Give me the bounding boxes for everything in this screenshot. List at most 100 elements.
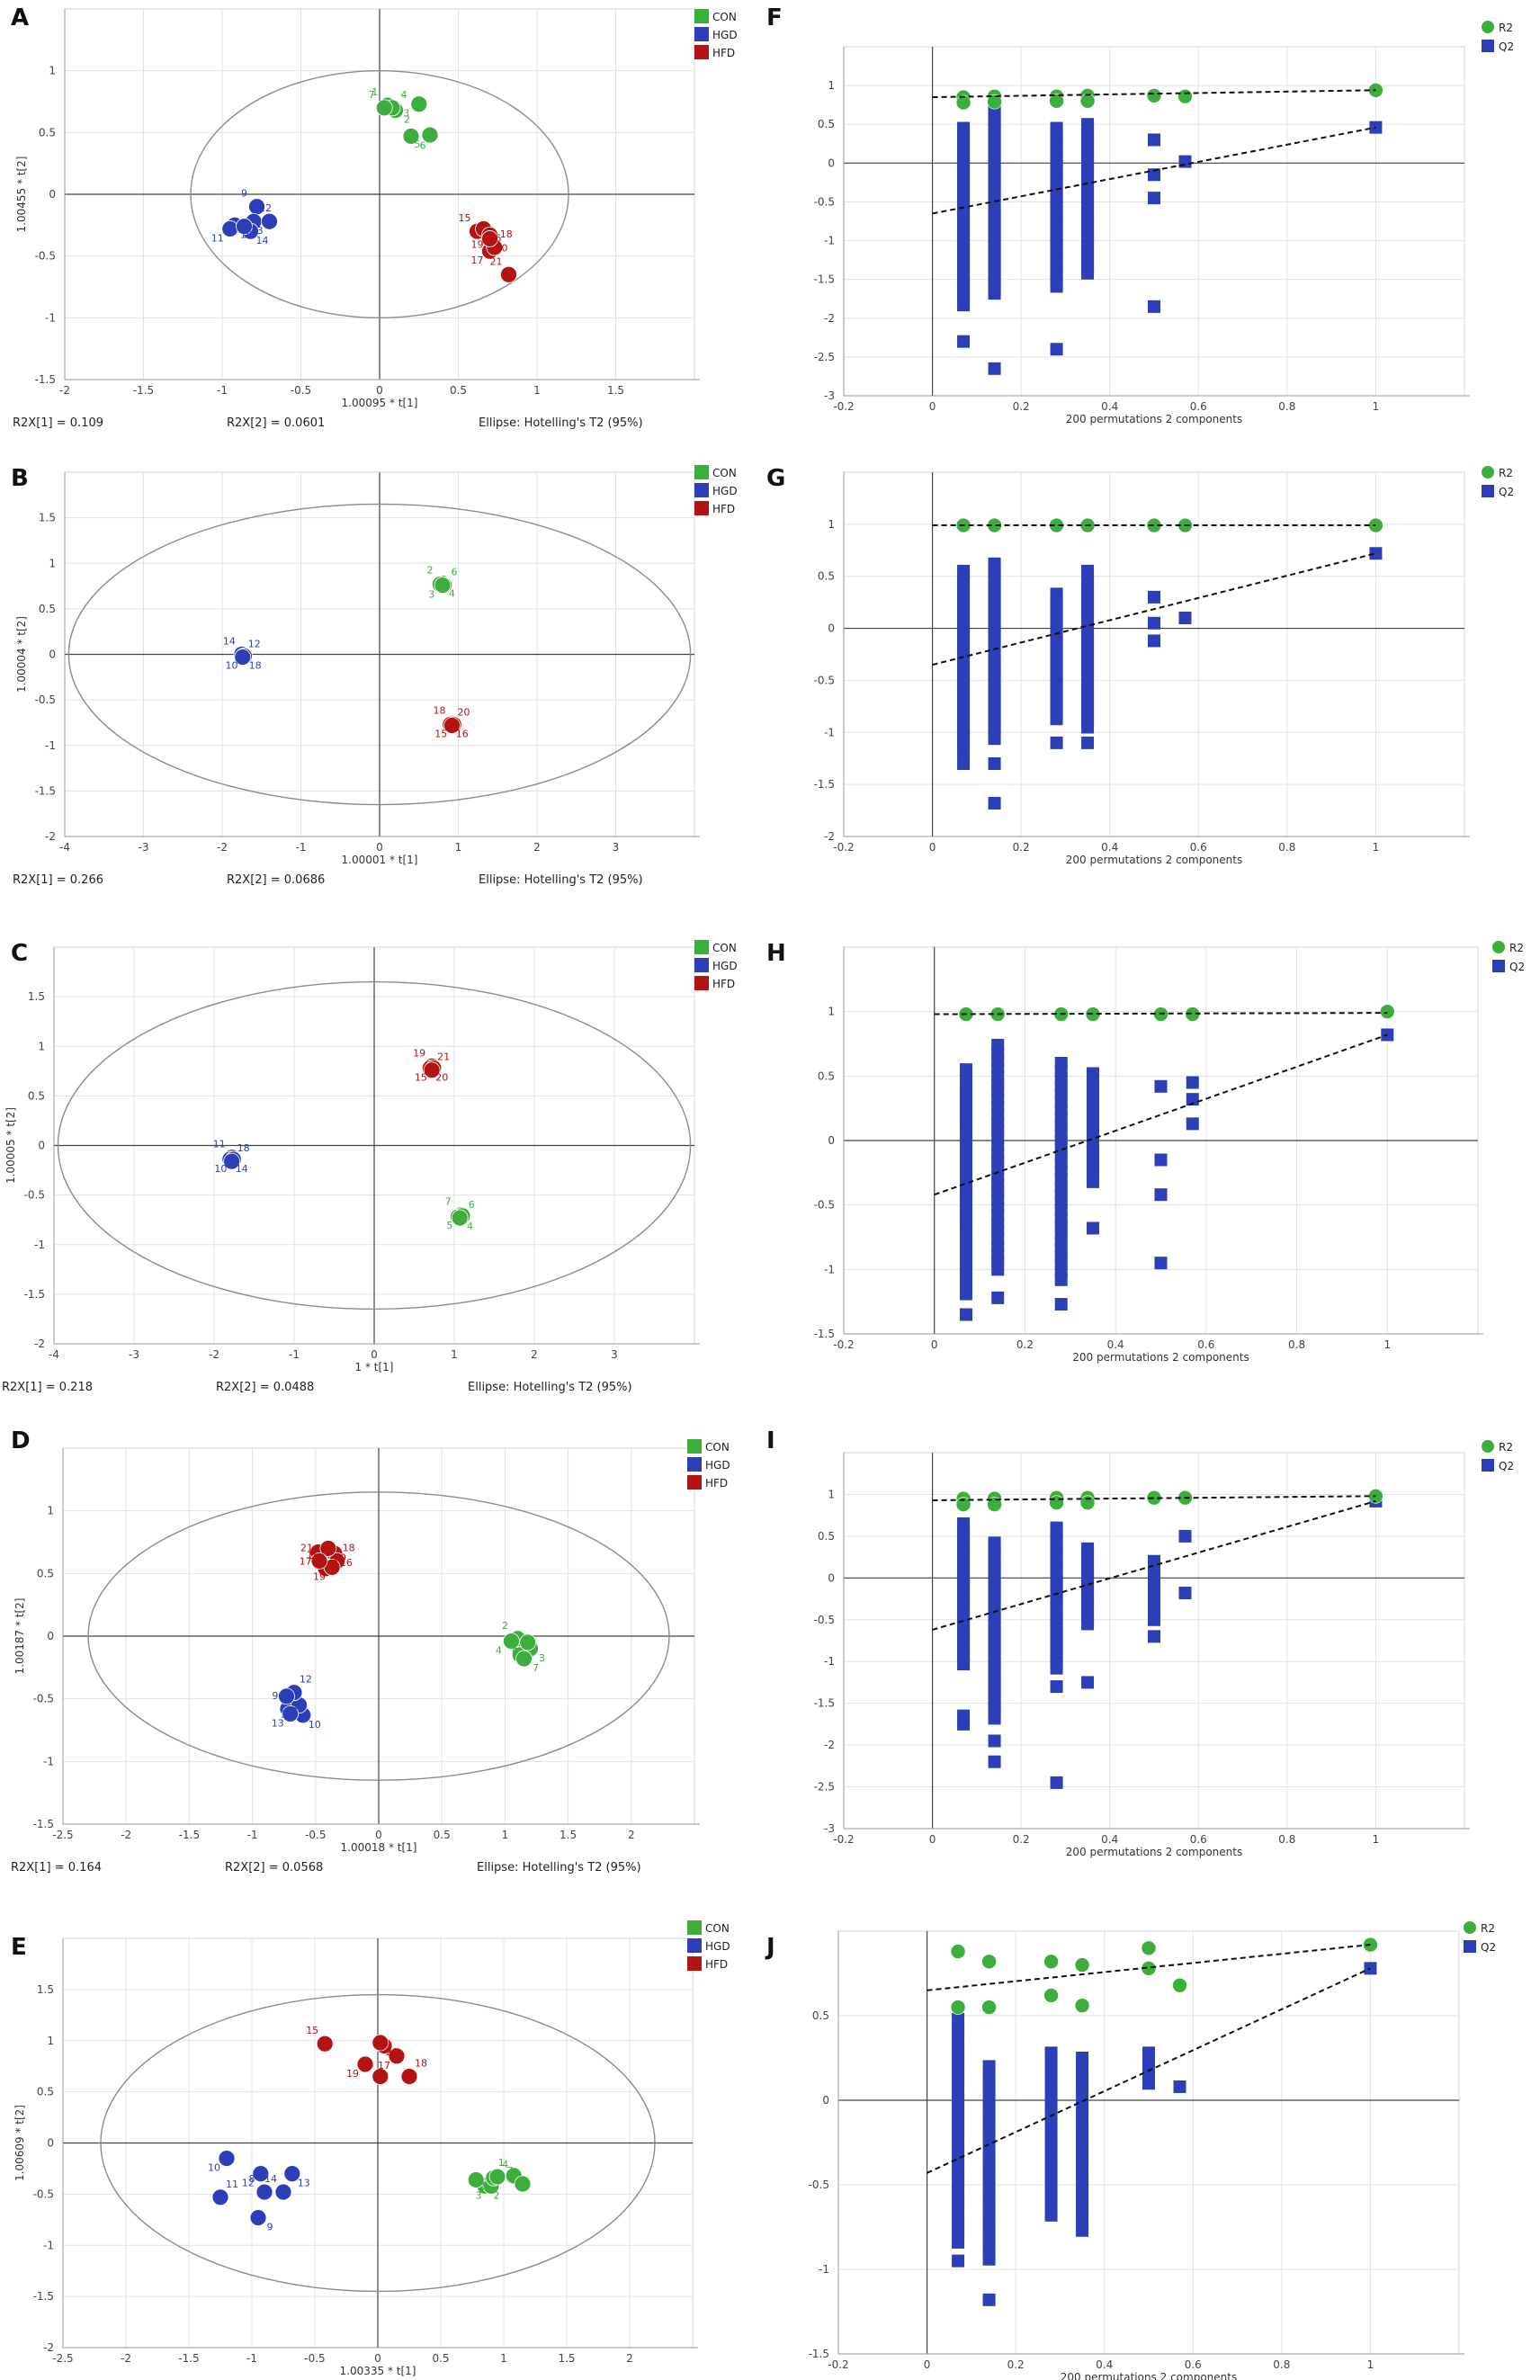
q2-point: [982, 2181, 996, 2195]
q2-point: [952, 2164, 965, 2178]
point-hgd: [234, 649, 252, 666]
q2-point: [952, 2134, 965, 2148]
legend-label: CON: [712, 942, 737, 954]
y-tick-label: -1.5: [814, 778, 835, 791]
q2-point: [982, 2090, 996, 2104]
legend-swatch-q2: [1492, 960, 1505, 972]
legend-label: HGD: [712, 960, 738, 972]
point-label: 10: [309, 1719, 321, 1731]
point-label: 9: [241, 188, 247, 200]
point-label: 16: [389, 2049, 402, 2061]
plot-area: [843, 471, 1465, 837]
q2-point: [1142, 2062, 1155, 2075]
point-label: 7: [533, 1662, 539, 1674]
q2-point: [988, 732, 1001, 746]
x-tick-label: 0.6: [1190, 1833, 1207, 1846]
x-tick-label: 0.4: [1107, 1338, 1124, 1351]
point-label: 18: [500, 228, 513, 240]
point-hfd: [319, 1540, 337, 1557]
q2-point: [1148, 133, 1160, 147]
x-tick-label: -1: [289, 1348, 300, 1361]
point-label: 17: [378, 2060, 390, 2071]
point-label: 21: [362, 2058, 374, 2070]
r2-point: [1177, 88, 1193, 104]
q2-point: [982, 2171, 996, 2185]
panel-f-letter: F: [766, 4, 783, 31]
q2-point: [1148, 300, 1160, 313]
q2-point: [952, 2144, 965, 2158]
q2-point: [952, 2175, 965, 2188]
point-hgd: [255, 2183, 273, 2201]
y-tick-label: 0.5: [818, 570, 835, 583]
q2-point: [988, 757, 1001, 770]
x-tick-label: 0: [376, 384, 383, 397]
q2-point: [982, 2212, 996, 2225]
y-tick-label: 1: [47, 1505, 54, 1517]
panel-e-letter: E: [11, 1934, 27, 1961]
q2-point: [952, 2254, 965, 2268]
y-tick-label: 1.5: [39, 512, 56, 524]
legend-swatch-con: [687, 1920, 702, 1935]
legend-swatch-hgd: [694, 483, 709, 497]
q2-point: [1044, 2148, 1058, 2161]
q2-point: [988, 1734, 1001, 1748]
q2-point: [1044, 2179, 1058, 2191]
point-con: [421, 126, 439, 144]
x-tick-label: 2: [628, 1829, 635, 1841]
point-hgd: [261, 212, 278, 230]
point-hfd: [316, 2035, 334, 2053]
legend-swatch-r2: [1482, 466, 1494, 479]
x-tick-label: 1.5: [560, 1829, 577, 1841]
legend-swatch-hfd: [687, 1475, 702, 1490]
q2-point: [982, 2070, 996, 2083]
q2-point: [1044, 2198, 1058, 2212]
y-tick-label: -1.5: [814, 1328, 835, 1340]
footer-stat: R2X[1] = 0.164: [11, 1861, 102, 1874]
point-label: 1: [498, 2157, 505, 2169]
point-label: 18: [249, 660, 262, 672]
panel-j-letter: J: [765, 1934, 775, 1961]
y-tick-label: 0.5: [818, 118, 835, 130]
q2-point: [1054, 1273, 1068, 1286]
point-label: 5: [482, 2180, 488, 2192]
q2-point: [982, 2242, 996, 2256]
legend-label: CON: [705, 1922, 730, 1935]
point-hgd: [274, 2183, 292, 2201]
point-label: 18: [343, 1542, 355, 1553]
y-tick-label: 0.5: [812, 2009, 829, 2022]
q2-point: [1076, 2092, 1089, 2106]
point-hgd: [283, 2165, 301, 2183]
x-tick-label: 0.4: [1096, 2358, 1113, 2371]
point-label: 9: [267, 2222, 273, 2233]
point-label: 21: [490, 255, 503, 267]
point-con: [488, 2168, 506, 2186]
x-tick-label: 0.6: [1190, 841, 1207, 854]
y-tick-label: 0.5: [39, 603, 56, 615]
point-con: [402, 128, 420, 145]
q2-point: [1148, 1613, 1160, 1626]
y-axis-label: 1.00004 * t[2]: [15, 616, 28, 693]
legend-label: R2: [1499, 22, 1513, 34]
x-tick-label: 0.2: [1013, 841, 1030, 854]
x-tick-label: 1.5: [558, 2352, 575, 2365]
y-tick-label: -0.5: [809, 2179, 829, 2191]
legend-label: HFD: [712, 503, 735, 515]
q2-point: [959, 1308, 972, 1321]
q2-point: [957, 746, 971, 759]
y-tick-label: 0: [38, 1140, 45, 1152]
q2-point: [1148, 590, 1160, 604]
x-tick-label: -0.5: [291, 384, 311, 397]
x-tick-label: 0.4: [1101, 841, 1118, 854]
legend-swatch-q2: [1482, 485, 1494, 497]
footer-stat: Ellipse: Hotelling's T2 (95%): [479, 873, 643, 887]
point-label: 14: [264, 2173, 277, 2185]
y-tick-label: -1: [45, 311, 56, 324]
x-tick-label: 0.2: [1013, 1833, 1030, 1846]
y-tick-label: -0.5: [814, 674, 835, 686]
q2-point: [952, 2043, 965, 2056]
legend-label: Q2: [1509, 961, 1525, 973]
point-label: 3: [539, 1652, 545, 1664]
point-hgd: [223, 1152, 240, 1170]
q2-point: [1081, 736, 1095, 749]
plot-area: [843, 46, 1465, 397]
